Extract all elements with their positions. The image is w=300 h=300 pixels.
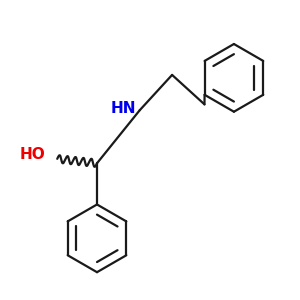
Text: HN: HN xyxy=(111,101,136,116)
Text: HO: HO xyxy=(20,147,46,162)
